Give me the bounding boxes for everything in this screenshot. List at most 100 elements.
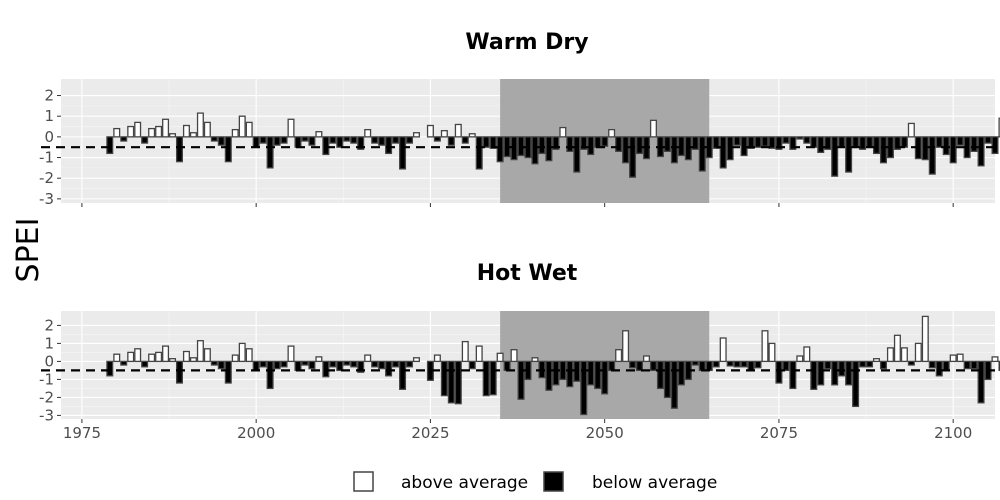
bar (141, 136, 149, 144)
bar (622, 136, 630, 164)
bar (392, 360, 400, 368)
bar (629, 360, 637, 369)
bar (322, 360, 330, 378)
bar (963, 360, 971, 370)
bar (392, 136, 400, 144)
bar (789, 360, 797, 390)
bar (636, 136, 644, 155)
bar (705, 360, 713, 372)
bar (838, 360, 846, 377)
bar (580, 136, 588, 150)
bar (468, 133, 476, 138)
bar (803, 346, 811, 363)
bar (733, 360, 741, 368)
bar (566, 360, 574, 388)
bar (378, 136, 386, 146)
legend-label-below: below average (592, 473, 717, 493)
bar (761, 330, 769, 363)
y-tick-label: -3 (39, 190, 54, 208)
bar (636, 360, 644, 372)
panel-hot-wet: Hot Wet 210-1-2-3 1975 2000 2025 2050 2075 21… (39, 261, 1000, 442)
bar (670, 136, 678, 164)
bar (182, 350, 190, 363)
bar (433, 136, 441, 142)
bar (754, 360, 762, 369)
bar (775, 360, 783, 384)
bar (189, 132, 197, 138)
bar (900, 136, 908, 148)
bar (127, 351, 135, 363)
bar (601, 136, 609, 147)
bar (385, 360, 393, 377)
bar (663, 360, 671, 399)
bar (475, 345, 483, 363)
bar (308, 360, 316, 370)
bar (482, 136, 490, 148)
bar (245, 121, 253, 138)
bar (580, 360, 588, 416)
bar (852, 360, 860, 408)
bar (963, 136, 971, 159)
y-tick-label: -1 (39, 149, 54, 167)
bar (315, 131, 323, 138)
bar (350, 360, 358, 368)
bar (531, 357, 539, 363)
y-tick-label: 1 (44, 334, 54, 352)
bar (461, 340, 469, 363)
bar (872, 358, 881, 363)
bar (677, 360, 685, 386)
bar (782, 136, 790, 144)
legend: above average below average (353, 471, 717, 493)
y-axis: 210-1-2-3 (39, 87, 61, 208)
bar (538, 136, 546, 155)
bar (866, 136, 874, 148)
y-tick-label: -2 (39, 388, 54, 406)
bar (559, 126, 567, 138)
bar (796, 355, 804, 363)
bar (866, 360, 874, 368)
bar (921, 315, 929, 363)
bar (447, 360, 455, 404)
bar (893, 136, 901, 150)
bar (649, 119, 657, 138)
bar (106, 136, 114, 155)
bar (405, 360, 414, 368)
bar (991, 356, 999, 363)
bar (531, 136, 539, 165)
panel-title-hot-wet: Hot Wet (477, 261, 578, 286)
bar (329, 360, 337, 368)
legend-key-below (543, 471, 564, 492)
bar (510, 349, 518, 363)
bar (217, 136, 225, 146)
bar (587, 136, 595, 156)
bar (294, 136, 302, 148)
bar (956, 353, 964, 363)
bar (942, 360, 950, 372)
bar (900, 347, 908, 363)
bar (343, 360, 351, 366)
bar (440, 360, 448, 397)
bar (433, 354, 441, 363)
bar (928, 360, 936, 369)
bar (468, 360, 476, 370)
bar (852, 136, 860, 148)
bar (217, 360, 225, 370)
bar (224, 136, 232, 163)
bar (775, 136, 783, 150)
y-axis-label: SPEI (11, 218, 46, 283)
y-tick-label: -1 (39, 370, 54, 388)
bar (629, 136, 637, 178)
bar (426, 124, 434, 138)
bar (782, 360, 790, 372)
x-axis-ticks (81, 203, 954, 207)
bar (134, 348, 142, 363)
bar (371, 136, 379, 144)
bar (719, 136, 727, 169)
y-axis: 210-1-2-3 (39, 316, 61, 424)
bar (691, 136, 699, 150)
bar (810, 136, 818, 148)
bar (879, 136, 887, 164)
bar (287, 345, 295, 363)
y-tick-label: 2 (44, 87, 54, 105)
panel-warm-dry: Warm Dry 2 1 0 -1 -2 -3 (39, 30, 1000, 208)
